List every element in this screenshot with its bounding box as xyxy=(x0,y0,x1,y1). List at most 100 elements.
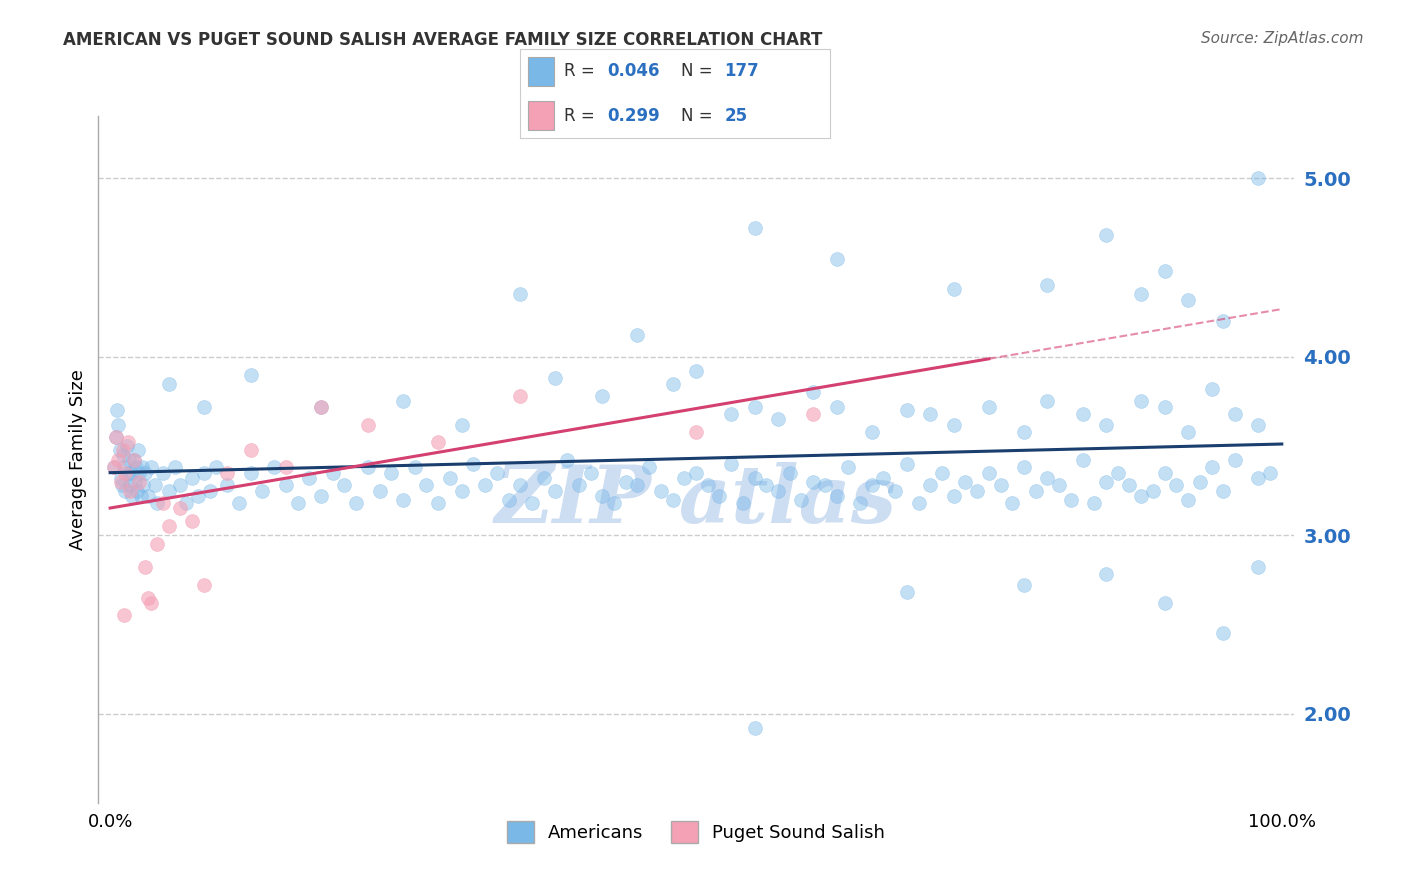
Point xyxy=(134,466,156,480)
Point xyxy=(1047,478,1070,492)
Point xyxy=(174,496,197,510)
Point xyxy=(942,417,965,432)
Point xyxy=(685,466,707,480)
Point xyxy=(157,376,180,391)
Point xyxy=(198,483,221,498)
Point xyxy=(614,475,637,489)
Point xyxy=(309,489,332,503)
Point xyxy=(790,492,813,507)
Point xyxy=(110,471,132,485)
Point xyxy=(509,478,531,492)
Point xyxy=(1247,560,1270,574)
Point xyxy=(1247,471,1270,485)
Point xyxy=(450,483,472,498)
Point xyxy=(115,439,138,453)
Point xyxy=(114,483,136,498)
Point xyxy=(193,400,215,414)
Point xyxy=(520,496,543,510)
Point xyxy=(1012,425,1035,439)
Point xyxy=(955,475,977,489)
Point xyxy=(368,483,391,498)
Point xyxy=(117,466,139,480)
Point xyxy=(485,466,508,480)
Point xyxy=(1118,478,1140,492)
Point xyxy=(568,478,591,492)
Point xyxy=(591,489,613,503)
Point xyxy=(1177,492,1199,507)
Point xyxy=(134,560,156,574)
Point xyxy=(217,478,239,492)
Point xyxy=(112,608,135,623)
Point xyxy=(110,475,132,489)
Point xyxy=(143,478,166,492)
Point xyxy=(696,478,718,492)
Point xyxy=(122,453,145,467)
Point xyxy=(344,496,367,510)
Point xyxy=(860,425,883,439)
Point xyxy=(931,466,953,480)
Point xyxy=(591,389,613,403)
Point xyxy=(274,478,297,492)
Point xyxy=(217,466,239,480)
Point xyxy=(127,483,149,498)
Point xyxy=(744,221,766,235)
Point xyxy=(239,368,262,382)
Point xyxy=(121,489,143,503)
Point xyxy=(136,489,159,503)
Point xyxy=(169,478,191,492)
Point xyxy=(920,478,942,492)
Text: AMERICAN VS PUGET SOUND SALISH AVERAGE FAMILY SIZE CORRELATION CHART: AMERICAN VS PUGET SOUND SALISH AVERAGE F… xyxy=(63,31,823,49)
Point xyxy=(141,596,163,610)
Point xyxy=(124,475,146,489)
Point xyxy=(1083,496,1105,510)
Point xyxy=(107,417,129,432)
Point xyxy=(112,460,135,475)
Point xyxy=(1201,460,1223,475)
Point xyxy=(626,478,648,492)
Point xyxy=(744,721,766,735)
Point xyxy=(744,400,766,414)
Point xyxy=(755,478,778,492)
Point xyxy=(474,478,496,492)
Point xyxy=(427,496,450,510)
Text: 25: 25 xyxy=(724,107,748,125)
Point xyxy=(896,457,918,471)
Point xyxy=(1177,293,1199,307)
Point xyxy=(450,417,472,432)
Point xyxy=(263,460,285,475)
FancyBboxPatch shape xyxy=(529,101,554,130)
Point xyxy=(1188,475,1211,489)
Point xyxy=(129,489,152,503)
Point xyxy=(146,537,169,551)
Point xyxy=(1071,453,1094,467)
Point xyxy=(1153,596,1175,610)
Point xyxy=(112,448,135,462)
Point xyxy=(127,442,149,457)
Point xyxy=(1012,460,1035,475)
Point xyxy=(146,496,169,510)
Point xyxy=(966,483,988,498)
Point xyxy=(801,475,824,489)
Point xyxy=(509,287,531,301)
Point xyxy=(825,252,848,266)
Point xyxy=(650,483,672,498)
Point xyxy=(1071,407,1094,421)
Point xyxy=(181,514,204,528)
Point xyxy=(638,460,661,475)
Point xyxy=(544,483,567,498)
Point xyxy=(661,492,683,507)
Point xyxy=(533,471,555,485)
Point xyxy=(228,496,250,510)
Point xyxy=(1212,314,1234,328)
Point xyxy=(896,585,918,599)
Point xyxy=(498,492,520,507)
Text: Source: ZipAtlas.com: Source: ZipAtlas.com xyxy=(1201,31,1364,46)
Point xyxy=(141,460,163,475)
Point xyxy=(136,591,159,605)
Point xyxy=(907,496,929,510)
Point xyxy=(181,471,204,485)
Point xyxy=(661,376,683,391)
Point xyxy=(415,478,437,492)
Point xyxy=(1095,417,1118,432)
Point xyxy=(163,460,186,475)
